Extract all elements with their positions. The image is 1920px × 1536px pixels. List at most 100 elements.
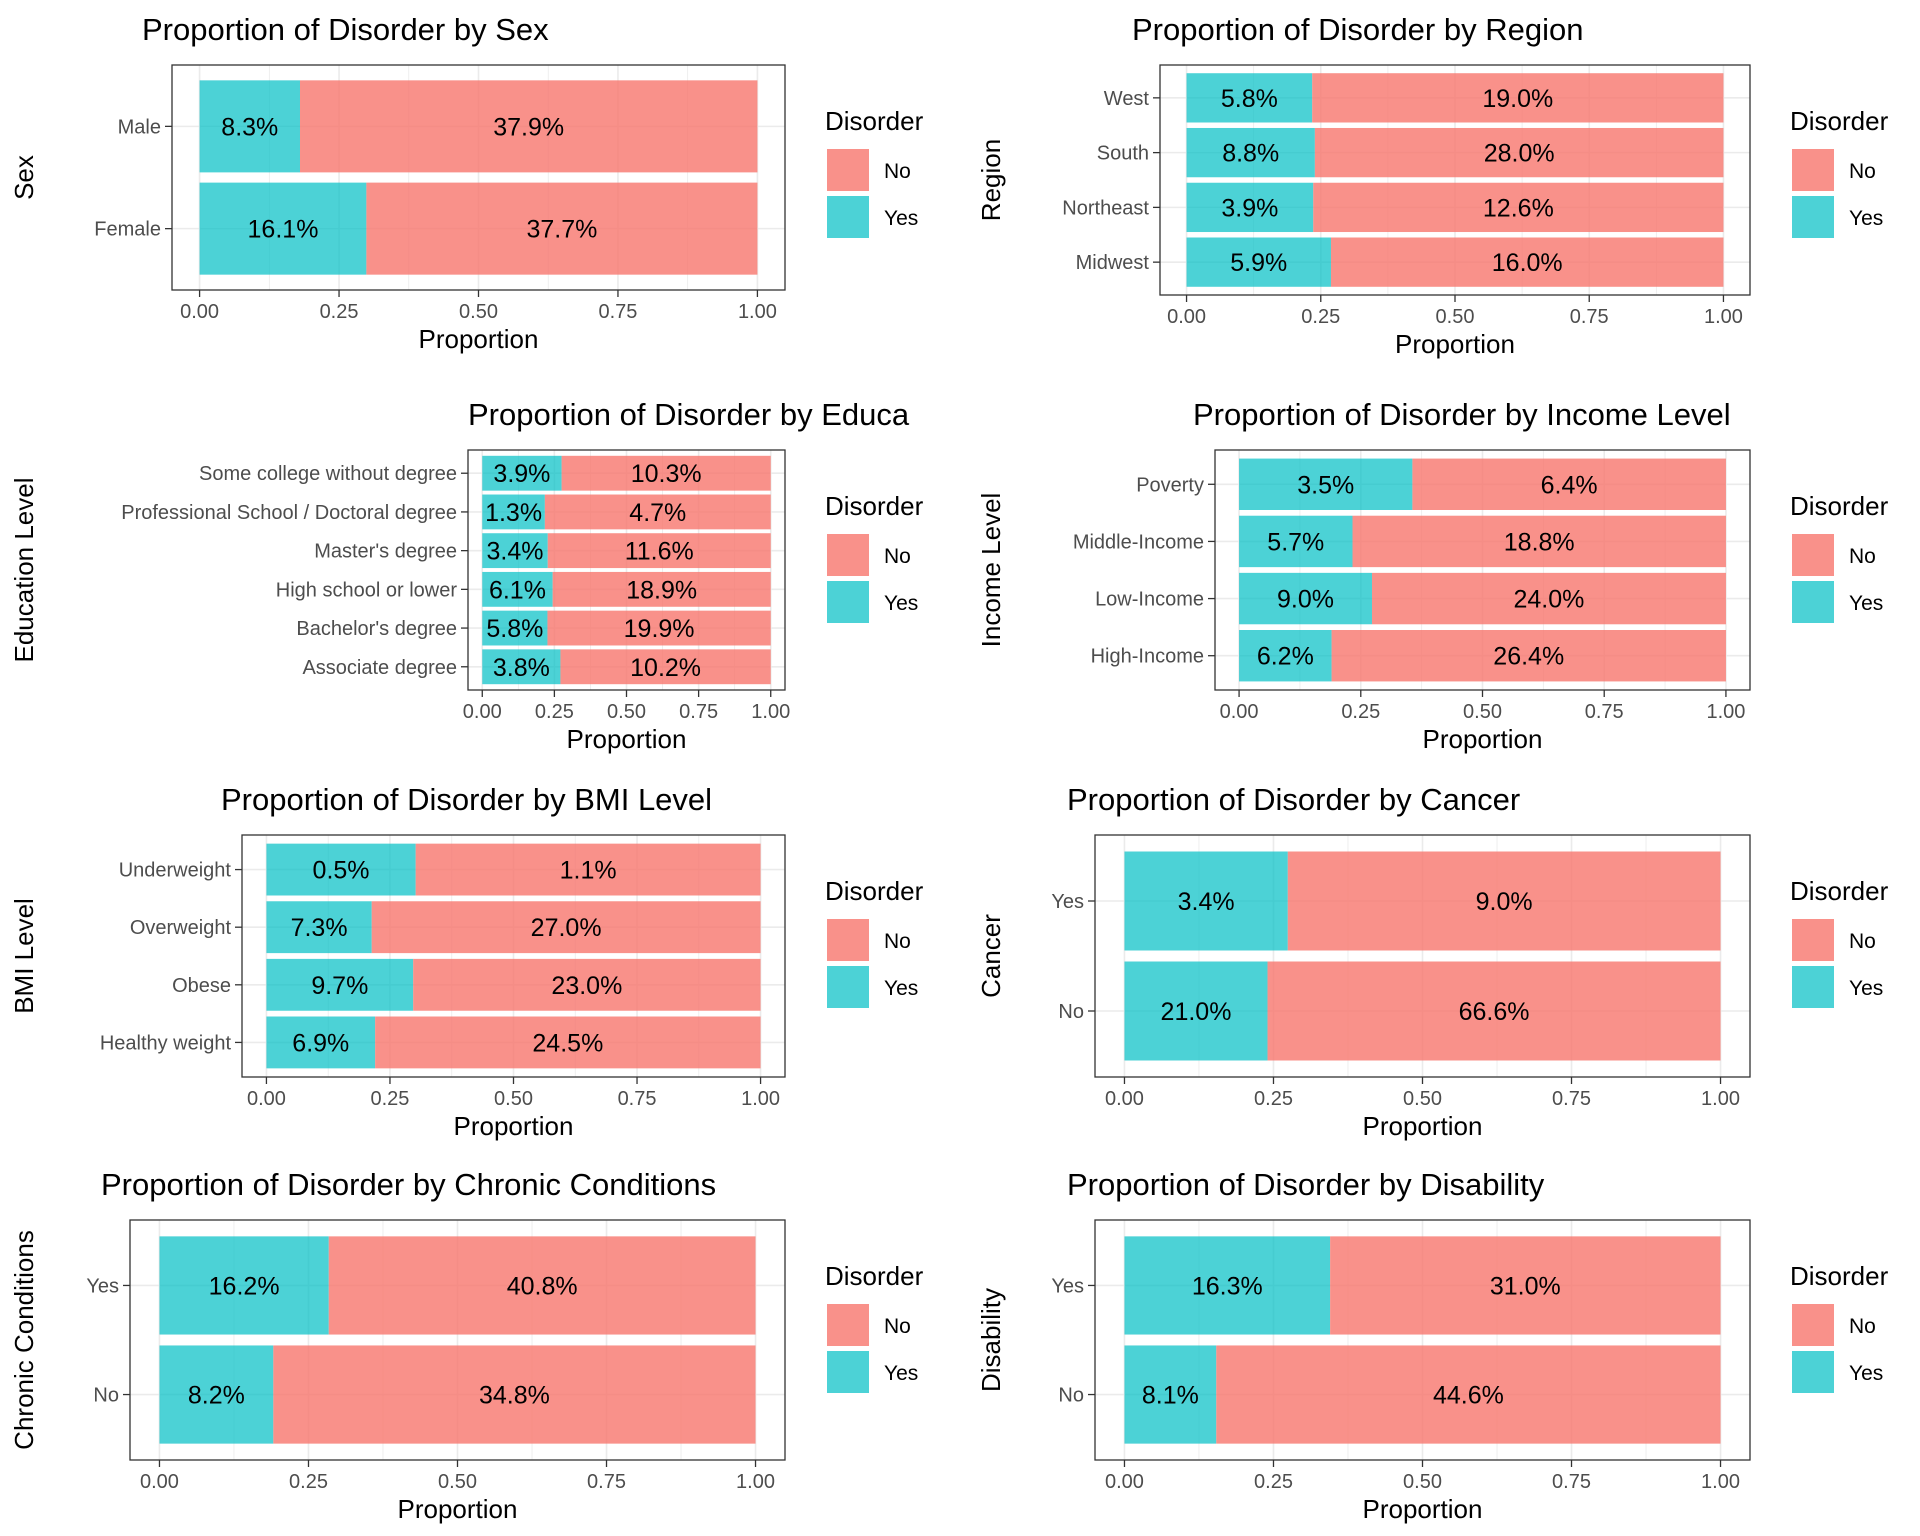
data-label-no: 24.5%: [532, 1029, 603, 1057]
legend-label-yes: Yes: [1849, 977, 1883, 1000]
data-label-yes: 6.2%: [1257, 643, 1314, 671]
x-tick-label: 0.00: [1220, 701, 1259, 723]
x-tick-label: 0.50: [438, 1471, 477, 1493]
data-label-yes: 3.4%: [487, 538, 544, 566]
data-label-no: 23.0%: [551, 972, 622, 1000]
y-tick-label: Healthy weight: [100, 1032, 232, 1054]
x-tick-label: 0.75: [1585, 701, 1624, 723]
bar-no: [413, 958, 761, 1011]
data-label-yes: 5.9%: [1230, 249, 1287, 277]
y-tick-label: Professional School / Doctoral degree: [121, 502, 457, 524]
bar-yes: [1124, 851, 1288, 951]
data-label-yes: 5.8%: [486, 615, 543, 643]
x-tick-label: 0.25: [1341, 701, 1380, 723]
data-label-no: 26.4%: [1493, 643, 1564, 671]
x-tick-label: 1.00: [1706, 701, 1745, 723]
legend-swatch-yes: [1792, 1351, 1834, 1393]
bar-no: [561, 455, 771, 491]
x-tick-label: 1.00: [738, 301, 777, 323]
y-tick-label: No: [93, 1385, 119, 1407]
bar-no: [1312, 73, 1724, 123]
data-label-no: 27.0%: [531, 914, 602, 942]
data-label-yes: 6.9%: [292, 1029, 349, 1057]
bar-no: [1412, 458, 1726, 510]
y-tick-label: Yes: [1051, 891, 1084, 913]
y-tick-label: Middle-Income: [1073, 531, 1204, 553]
chart-title: Proportion of Disorder by Income Level: [1193, 397, 1731, 432]
legend-title: Disorder: [825, 491, 924, 521]
data-label-no: 37.9%: [493, 113, 564, 141]
x-axis-title: Proportion: [1395, 329, 1515, 359]
legend-label-yes: Yes: [1849, 1362, 1883, 1385]
y-tick-label: Some college without degree: [199, 463, 457, 485]
data-label-yes: 3.4%: [1178, 888, 1235, 916]
bar-yes: [1186, 237, 1331, 287]
y-tick-label: High-Income: [1091, 646, 1204, 668]
data-label-no: 9.0%: [1476, 888, 1533, 916]
data-label-yes: 1.3%: [485, 499, 542, 527]
legend-label-yes: Yes: [884, 207, 918, 230]
legend: Disorder No Yes: [825, 1261, 924, 1393]
chart-panel-3: 3.8% 10.2% 5.8% 19.9% 6.1% 18.9% 3.4% 11.6% 1.3%…: [9, 397, 924, 754]
legend: Disorder No Yes: [1790, 1261, 1889, 1393]
x-tick-label: 0.25: [289, 1471, 328, 1493]
data-label-yes: 8.1%: [1142, 1382, 1199, 1410]
data-label-no: 40.8%: [507, 1272, 578, 1300]
legend: Disorder No Yes: [1790, 876, 1889, 1008]
y-tick-label: Poverty: [1136, 474, 1204, 496]
legend-swatch-no: [827, 1304, 869, 1346]
y-tick-label: Master's degree: [314, 541, 457, 563]
x-axis-title: Proportion: [398, 1494, 518, 1524]
y-tick-label: Male: [118, 116, 161, 138]
bars: [159, 1236, 756, 1444]
x-tick-label: 0.75: [1552, 1088, 1591, 1110]
legend-label-no: No: [1849, 545, 1876, 568]
data-label-yes: 16.1%: [248, 216, 319, 244]
bar-no: [552, 571, 771, 607]
y-tick-label: Yes: [1051, 1275, 1084, 1297]
legend-title: Disorder: [825, 1261, 924, 1291]
x-tick-label: 0.75: [1570, 306, 1609, 328]
x-tick-label: 0.00: [1167, 306, 1206, 328]
y-axis-title: Chronic Conditions: [9, 1230, 39, 1450]
legend: Disorder No Yes: [825, 876, 924, 1008]
data-label-no: 4.7%: [629, 499, 686, 527]
data-label-yes: 5.7%: [1267, 528, 1324, 556]
legend-swatch-yes: [827, 1351, 869, 1393]
legend-label-no: No: [884, 1315, 911, 1338]
x-tick-label: 0.25: [1254, 1471, 1293, 1493]
legend-title: Disorder: [1790, 106, 1889, 136]
legend-label-yes: Yes: [1849, 207, 1883, 230]
legend-label-no: No: [1849, 160, 1876, 183]
bar-yes: [159, 1345, 274, 1444]
chart-panel-2: 5.9% 16.0% 3.9% 12.6% 8.8% 28.0% 5.8% 19.0% Midw…: [976, 12, 1889, 359]
legend: Disorder No Yes: [1790, 106, 1889, 238]
bar-yes: [1124, 1236, 1331, 1335]
y-tick-label: Low-Income: [1095, 589, 1204, 611]
bars: [199, 80, 758, 275]
legend: Disorder No Yes: [825, 106, 924, 238]
bar-yes: [159, 1236, 329, 1335]
legend-title: Disorder: [1790, 1261, 1889, 1291]
x-tick-label: 0.50: [1403, 1471, 1442, 1493]
y-axis-title: BMI Level: [9, 898, 39, 1014]
data-label-no: 1.1%: [560, 857, 617, 885]
data-label-yes: 16.2%: [209, 1272, 280, 1300]
legend-title: Disorder: [825, 106, 924, 136]
y-axis-title: Disability: [976, 1288, 1006, 1392]
chart-title: Proportion of Disorder by Cancer: [1067, 782, 1520, 817]
bar-no: [415, 843, 761, 896]
bar-no: [560, 649, 771, 685]
x-tick-label: 0.50: [607, 701, 646, 723]
chart-title: Proportion of Disorder by Sex: [142, 12, 549, 47]
bar-yes: [1239, 572, 1372, 625]
x-tick-label: 0.25: [1301, 306, 1340, 328]
bar-yes: [482, 533, 548, 569]
x-tick-label: 1.00: [741, 1088, 780, 1110]
bars: [1124, 851, 1721, 1061]
bar-no: [544, 494, 771, 530]
data-label-no: 37.7%: [526, 216, 597, 244]
x-tick-label: 0.50: [1403, 1088, 1442, 1110]
chart-panel-6: 21.0% 66.6% 3.4% 9.0% No Yes 0.00 0.25 0.50 0.75 1…: [976, 782, 1889, 1141]
